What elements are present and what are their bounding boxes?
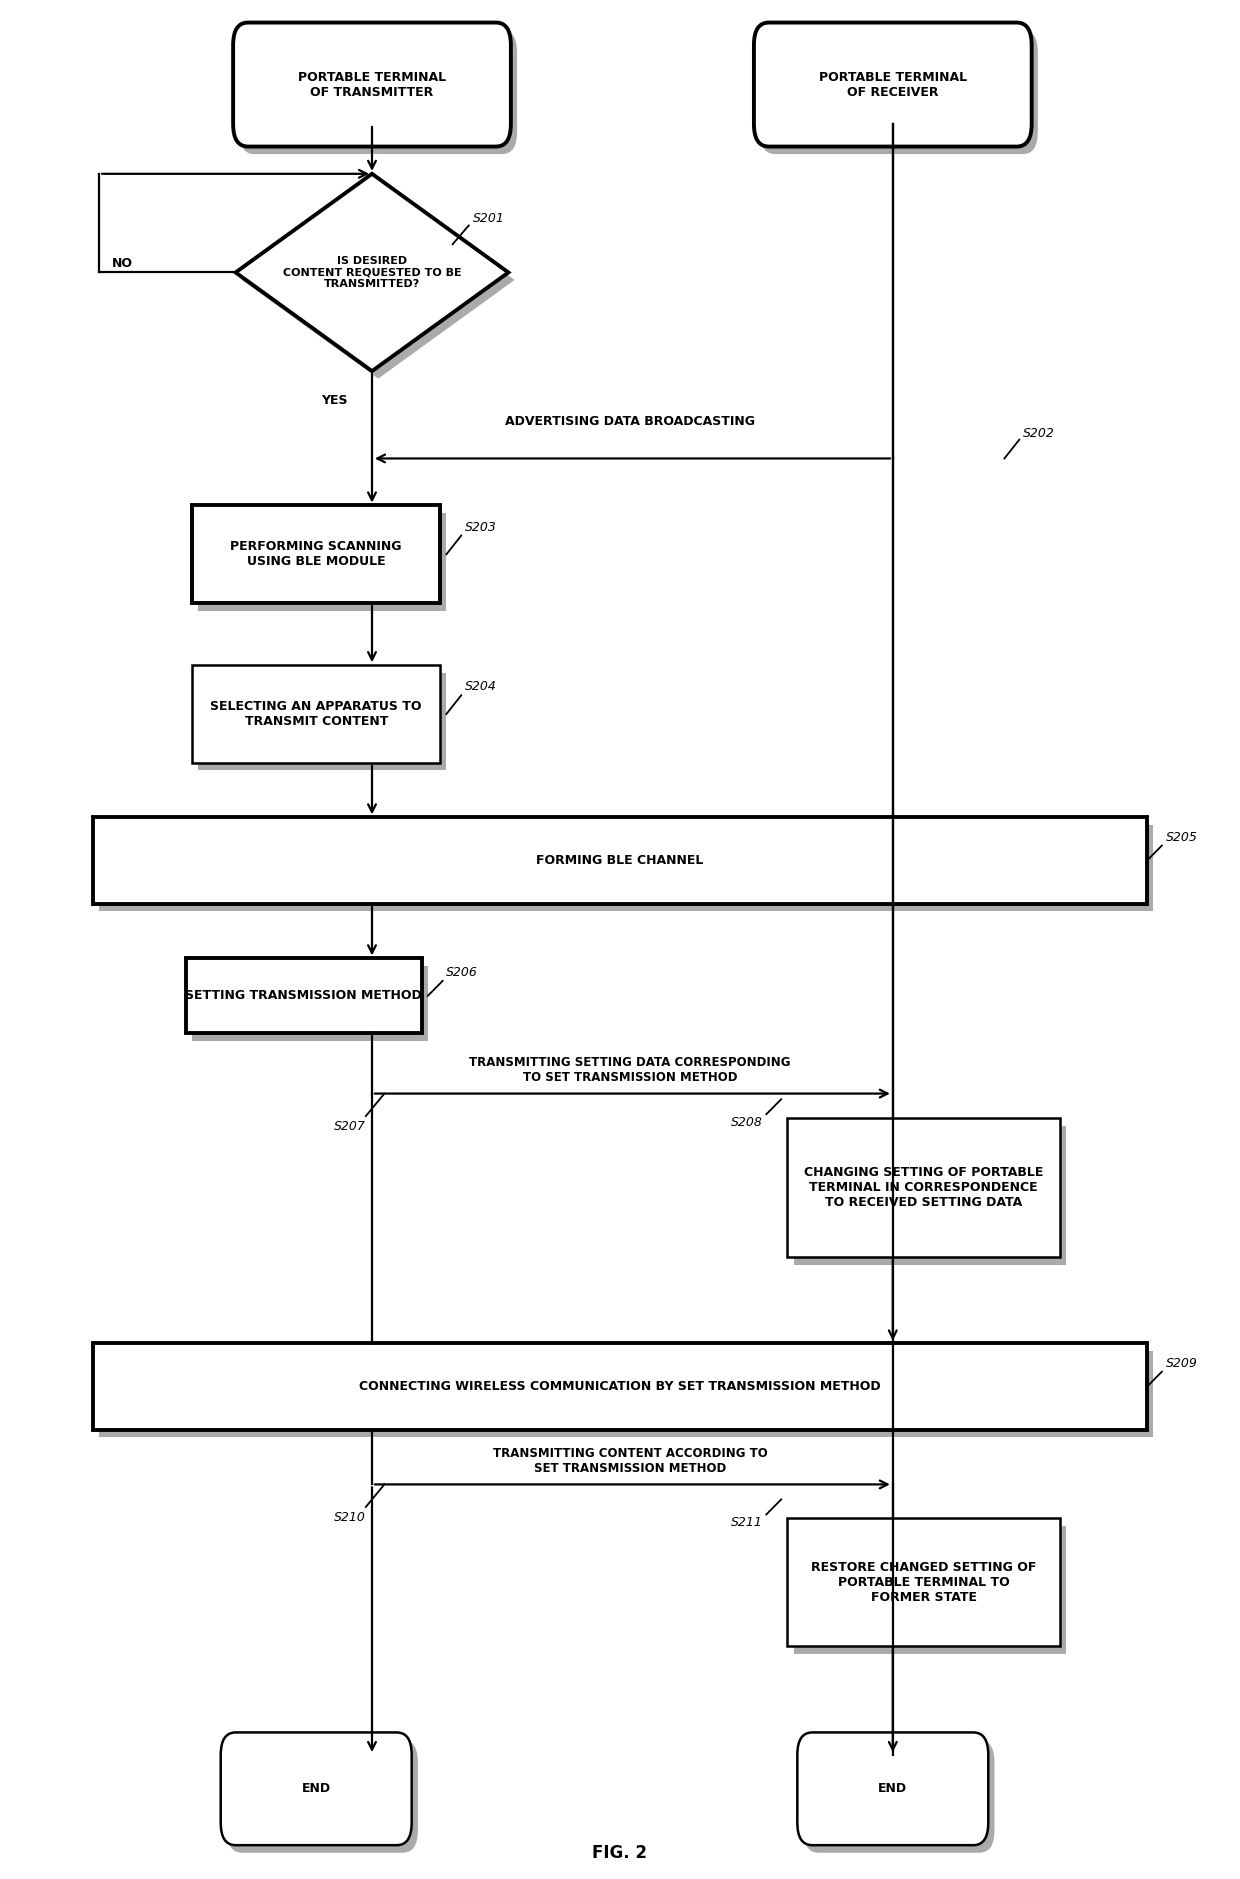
Text: S205: S205 xyxy=(1166,831,1198,844)
Text: S210: S210 xyxy=(334,1511,366,1524)
Text: NO: NO xyxy=(112,257,133,269)
Text: ADVERTISING DATA BROADCASTING: ADVERTISING DATA BROADCASTING xyxy=(505,415,755,428)
Text: S207: S207 xyxy=(334,1120,366,1133)
FancyBboxPatch shape xyxy=(787,1518,1060,1646)
Text: S204: S204 xyxy=(465,680,497,693)
FancyBboxPatch shape xyxy=(804,1740,994,1853)
FancyBboxPatch shape xyxy=(192,966,428,1041)
Text: END: END xyxy=(878,1783,908,1794)
Text: TRANSMITTING SETTING DATA CORRESPONDING
TO SET TRANSMISSION METHOD: TRANSMITTING SETTING DATA CORRESPONDING … xyxy=(469,1056,791,1084)
Text: END: END xyxy=(301,1783,331,1794)
Text: RESTORE CHANGED SETTING OF
PORTABLE TERMINAL TO
FORMER STATE: RESTORE CHANGED SETTING OF PORTABLE TERM… xyxy=(811,1561,1037,1603)
Text: S209: S209 xyxy=(1166,1357,1198,1370)
FancyBboxPatch shape xyxy=(754,23,1032,147)
Text: YES: YES xyxy=(321,395,348,406)
FancyBboxPatch shape xyxy=(93,1343,1147,1430)
Text: CHANGING SETTING OF PORTABLE
TERMINAL IN CORRESPONDENCE
TO RECEIVED SETTING DATA: CHANGING SETTING OF PORTABLE TERMINAL IN… xyxy=(804,1167,1044,1208)
FancyBboxPatch shape xyxy=(794,1526,1066,1654)
Text: FIG. 2: FIG. 2 xyxy=(593,1843,647,1862)
Text: S201: S201 xyxy=(472,212,505,225)
Text: IS DESIRED
CONTENT REQUESTED TO BE
TRANSMITTED?: IS DESIRED CONTENT REQUESTED TO BE TRANS… xyxy=(283,256,461,289)
Text: S202: S202 xyxy=(1023,427,1055,440)
FancyBboxPatch shape xyxy=(794,1126,1066,1265)
FancyBboxPatch shape xyxy=(797,1732,988,1845)
FancyBboxPatch shape xyxy=(198,673,446,770)
FancyBboxPatch shape xyxy=(186,958,422,1033)
FancyBboxPatch shape xyxy=(233,23,511,147)
FancyBboxPatch shape xyxy=(239,30,517,154)
Text: PORTABLE TERMINAL
OF RECEIVER: PORTABLE TERMINAL OF RECEIVER xyxy=(818,71,967,98)
FancyBboxPatch shape xyxy=(99,825,1153,911)
Text: CONNECTING WIRELESS COMMUNICATION BY SET TRANSMISSION METHOD: CONNECTING WIRELESS COMMUNICATION BY SET… xyxy=(360,1381,880,1392)
FancyBboxPatch shape xyxy=(787,1118,1060,1257)
Text: FORMING BLE CHANNEL: FORMING BLE CHANNEL xyxy=(537,855,703,866)
Text: SELECTING AN APPARATUS TO
TRANSMIT CONTENT: SELECTING AN APPARATUS TO TRANSMIT CONTE… xyxy=(211,701,422,727)
FancyBboxPatch shape xyxy=(99,1351,1153,1437)
FancyBboxPatch shape xyxy=(221,1732,412,1845)
FancyBboxPatch shape xyxy=(192,505,440,603)
Text: S203: S203 xyxy=(465,520,497,534)
FancyBboxPatch shape xyxy=(93,817,1147,904)
FancyBboxPatch shape xyxy=(198,513,446,611)
Text: PERFORMING SCANNING
USING BLE MODULE: PERFORMING SCANNING USING BLE MODULE xyxy=(231,541,402,567)
Text: SETTING TRANSMISSION METHOD: SETTING TRANSMISSION METHOD xyxy=(186,990,422,1002)
Text: S208: S208 xyxy=(730,1116,763,1129)
FancyBboxPatch shape xyxy=(192,665,440,763)
Text: PORTABLE TERMINAL
OF TRANSMITTER: PORTABLE TERMINAL OF TRANSMITTER xyxy=(298,71,446,98)
Text: TRANSMITTING CONTENT ACCORDING TO
SET TRANSMISSION METHOD: TRANSMITTING CONTENT ACCORDING TO SET TR… xyxy=(492,1447,768,1475)
Polygon shape xyxy=(236,175,508,372)
Text: S211: S211 xyxy=(730,1516,763,1530)
Text: S206: S206 xyxy=(446,966,479,979)
Polygon shape xyxy=(242,182,515,380)
FancyBboxPatch shape xyxy=(227,1740,418,1853)
FancyBboxPatch shape xyxy=(760,30,1038,154)
